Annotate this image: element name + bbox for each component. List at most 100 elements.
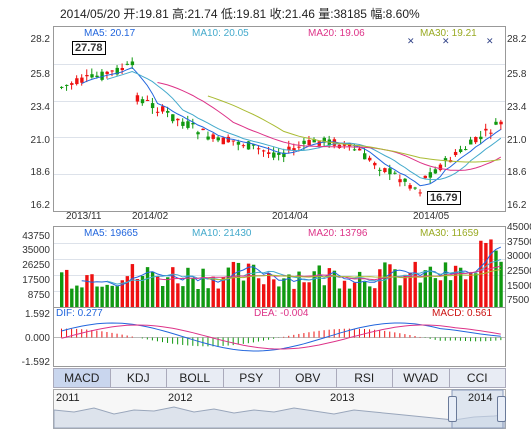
candle-body: [479, 136, 483, 140]
volume-bar: [267, 272, 271, 307]
tab-macd[interactable]: MACD: [54, 369, 111, 387]
volume-bar: [489, 239, 493, 307]
volume-chart-panel[interactable]: MA5: 19665 MA10: 21430 MA20: 13796 MA30:…: [53, 226, 506, 308]
volume-chart-svg: [54, 239, 505, 307]
candle-body: [262, 150, 266, 152]
price-axis-left-5: 16.2: [30, 200, 50, 211]
tab-kdj[interactable]: KDJ: [111, 369, 167, 387]
volume-bar: [171, 267, 175, 307]
quote-open: 开:19.81: [123, 7, 169, 21]
candle-body: [398, 179, 402, 183]
volume-axis-left-3: 17500: [22, 275, 50, 286]
candle-body: [135, 95, 140, 102]
candle-body: [368, 157, 372, 161]
candle-body: [297, 146, 301, 148]
volume-bar: [413, 261, 417, 307]
volume-axis-right-3: 15000: [507, 281, 531, 292]
volume-bar: [100, 286, 104, 307]
volume-bar: [474, 273, 478, 307]
navigator-year-1: 2012: [168, 392, 193, 404]
candle-body: [221, 137, 225, 145]
volume-bar: [373, 288, 377, 307]
candle-body: [484, 128, 488, 131]
quote-high: 高:21.74: [172, 7, 218, 21]
tab-boll[interactable]: BOLL: [167, 369, 224, 387]
candle-body: [201, 128, 205, 131]
candle-body: [161, 106, 165, 112]
volume-bar: [120, 280, 124, 307]
candle-body: [438, 164, 443, 171]
volume-bar: [332, 270, 337, 307]
candle-body: [120, 68, 124, 71]
candle-body: [145, 99, 150, 101]
volume-bar: [65, 269, 69, 307]
quote-header: 2014/05/20 开:19.81 高:21.74 低:19.81 收:21.…: [60, 5, 420, 22]
candle-body: [418, 192, 422, 194]
navigator-year-2: 2013: [330, 392, 355, 404]
volume-bar: [352, 282, 357, 307]
volume-bar: [433, 278, 438, 307]
quote-low: 低:19.81: [220, 7, 267, 21]
candle-body: [312, 139, 316, 143]
candle-body: [292, 148, 296, 151]
price-legend-ma30: MA30: 19.21: [420, 28, 477, 39]
price-axis-right-5: 16.2: [507, 200, 527, 211]
navigator-right-handle[interactable]: [497, 396, 506, 422]
volume-bar: [216, 288, 220, 307]
volume-bar: [282, 278, 286, 307]
candle-body: [206, 136, 210, 140]
navigator-left-handle[interactable]: [448, 396, 457, 422]
volume-bar: [256, 278, 261, 307]
price-chart-svg: [54, 57, 505, 197]
time-range-navigator[interactable]: 2011 2012 2013 2014: [53, 389, 506, 429]
candle-body: [489, 132, 493, 134]
tab-psy[interactable]: PSY: [224, 369, 280, 387]
event-marker-icon[interactable]: ✕: [442, 36, 450, 46]
tab-cci[interactable]: CCI: [466, 371, 488, 385]
macd-chart-panel[interactable]: DIF: 0.277 DEA: -0.004 MACD: 0.561: [53, 307, 506, 367]
volume-bar: [75, 285, 79, 307]
candle-body: [176, 118, 180, 121]
volume-bar: [251, 264, 256, 307]
candle-body: [75, 78, 79, 85]
volume-ma30-line: [207, 269, 501, 281]
candle-body: [428, 172, 433, 178]
volume-bar: [307, 282, 311, 307]
price-ma10-line: [106, 70, 502, 181]
volume-bar: [135, 278, 140, 307]
candle-body: [307, 140, 311, 146]
price-chart-panel[interactable]: MA5: 20.17 MA10: 20.05 MA20: 19.06 MA30:…: [53, 26, 506, 212]
candle-body: [85, 75, 89, 77]
volume-axis-left-2: 26250: [22, 260, 50, 271]
volume-bar: [464, 279, 468, 307]
price-legend-ma20: MA20: 19.06: [308, 28, 365, 39]
event-marker-icon[interactable]: ✕: [486, 36, 494, 46]
candle-body: [282, 152, 286, 158]
volume-bar: [70, 288, 74, 307]
candle-body: [272, 152, 276, 158]
volume-bar: [272, 279, 276, 307]
candle-body: [251, 144, 256, 146]
volume-bar: [145, 267, 150, 307]
tab-wvad[interactable]: WVAD: [393, 369, 450, 387]
price-axis-right-3: 21.0: [507, 135, 527, 146]
candle-body: [383, 168, 387, 173]
date-label-0: 2013/11: [66, 211, 102, 222]
volume-bar: [201, 268, 205, 307]
volume-bar: [196, 288, 200, 307]
candle-body: [499, 121, 503, 125]
volume-bar: [211, 276, 215, 307]
candle-body: [166, 110, 170, 113]
volume-bar: [378, 269, 382, 307]
volume-bar: [95, 286, 99, 307]
candle-body: [443, 158, 448, 162]
event-marker-icon[interactable]: ✕: [407, 36, 415, 46]
volume-bar: [246, 263, 251, 307]
volume-bar: [115, 286, 119, 307]
candle-body: [494, 121, 498, 125]
candle-body: [408, 185, 412, 189]
candle-body: [413, 187, 417, 189]
tab-obv[interactable]: OBV: [280, 369, 337, 387]
tab-rsi[interactable]: RSI: [337, 369, 393, 387]
volume-bar: [408, 272, 412, 307]
